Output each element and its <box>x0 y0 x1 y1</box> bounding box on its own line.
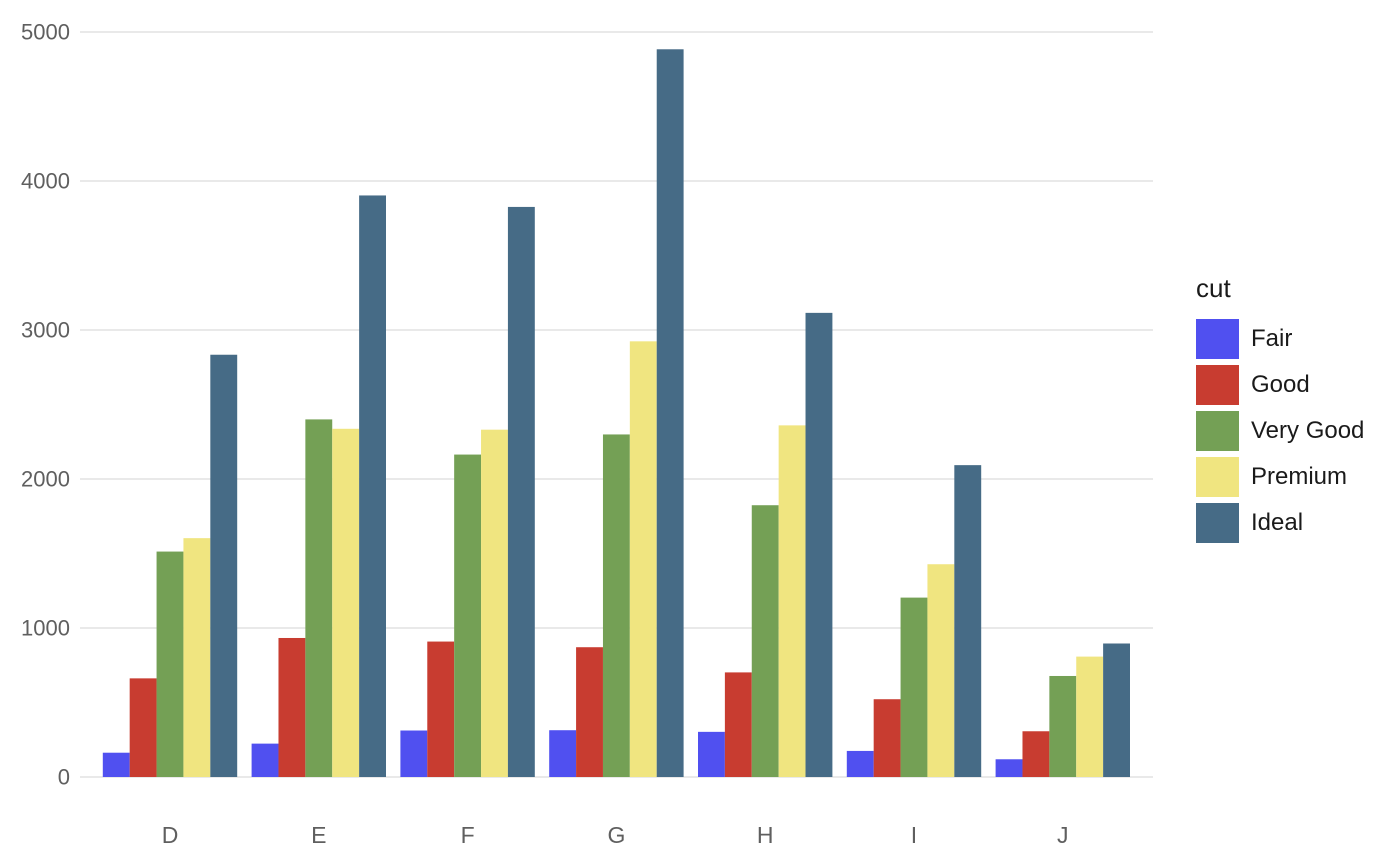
legend-label: Very Good <box>1251 417 1365 444</box>
legend-item-fair: Fair <box>1196 319 1364 359</box>
legend-item-premium: Premium <box>1196 457 1364 497</box>
bar-I-very-good <box>900 597 928 777</box>
bar-E-good <box>278 637 306 777</box>
bar-D-premium <box>183 538 211 777</box>
bar-G-very-good <box>602 434 630 777</box>
y-tick-label: 0 <box>58 765 70 790</box>
bar-E-premium <box>332 428 360 777</box>
bar-J-fair <box>995 759 1023 777</box>
bar-F-ideal <box>507 206 535 777</box>
bar-D-very-good <box>156 551 184 777</box>
bar-I-fair <box>846 750 874 777</box>
bar-J-premium <box>1076 656 1104 777</box>
legend-title: cut <box>1196 273 1231 303</box>
bar-H-good <box>724 672 752 777</box>
bar-E-fair <box>251 743 279 777</box>
x-tick-label: H <box>757 822 774 848</box>
y-tick-label: 5000 <box>21 20 70 45</box>
bar-F-good <box>427 641 455 777</box>
x-tick-label: J <box>1057 822 1069 848</box>
legend-swatch-icon <box>1196 411 1239 451</box>
legend-swatch-icon <box>1196 319 1239 359</box>
legend-label: Good <box>1251 371 1310 398</box>
bar-D-fair <box>102 752 130 777</box>
bar-E-very-good <box>305 419 333 777</box>
bar-I-ideal <box>954 465 982 777</box>
y-tick-label: 4000 <box>21 169 70 194</box>
bar-F-premium <box>481 429 508 777</box>
legend: cut Fair Good Very Good Premium Ideal <box>1196 272 1364 549</box>
bar-H-fair <box>698 731 725 777</box>
x-tick-label: G <box>607 822 625 848</box>
legend-item-very-good: Very Good <box>1196 411 1364 451</box>
bar-H-very-good <box>751 505 779 777</box>
y-tick-label: 3000 <box>21 318 70 343</box>
bar-H-ideal <box>805 312 833 777</box>
legend-items: Fair Good Very Good Premium Ideal <box>1196 319 1364 549</box>
bar-H-premium <box>778 425 806 777</box>
bar-G-fair <box>549 730 577 777</box>
legend-swatch-icon <box>1196 503 1239 543</box>
y-tick-label: 1000 <box>21 616 70 641</box>
x-tick-label: E <box>311 822 326 848</box>
legend-label: Fair <box>1251 325 1293 352</box>
legend-item-ideal: Ideal <box>1196 503 1364 543</box>
bar-G-ideal <box>656 49 684 778</box>
bar-I-good <box>873 699 901 777</box>
x-tick-label: I <box>911 822 917 848</box>
bar-F-very-good <box>454 454 482 777</box>
x-tick-label: D <box>162 822 179 848</box>
bar-J-good <box>1022 731 1050 777</box>
bar-G-good <box>576 647 603 777</box>
y-tick-label: 2000 <box>21 467 70 492</box>
legend-swatch-icon <box>1196 365 1239 405</box>
legend-label: Ideal <box>1251 509 1304 536</box>
bar-J-very-good <box>1049 675 1077 777</box>
legend-swatch-icon <box>1196 457 1239 497</box>
bar-D-good <box>129 678 157 777</box>
legend-label: Premium <box>1251 463 1348 490</box>
bar-I-premium <box>927 564 955 777</box>
bar-G-premium <box>629 341 657 777</box>
bar-J-ideal <box>1103 643 1130 777</box>
bar-D-ideal <box>210 354 238 777</box>
bar-F-fair <box>400 730 428 777</box>
legend-item-good: Good <box>1196 365 1364 405</box>
bar-E-ideal <box>359 195 386 777</box>
x-tick-label: F <box>461 822 475 848</box>
